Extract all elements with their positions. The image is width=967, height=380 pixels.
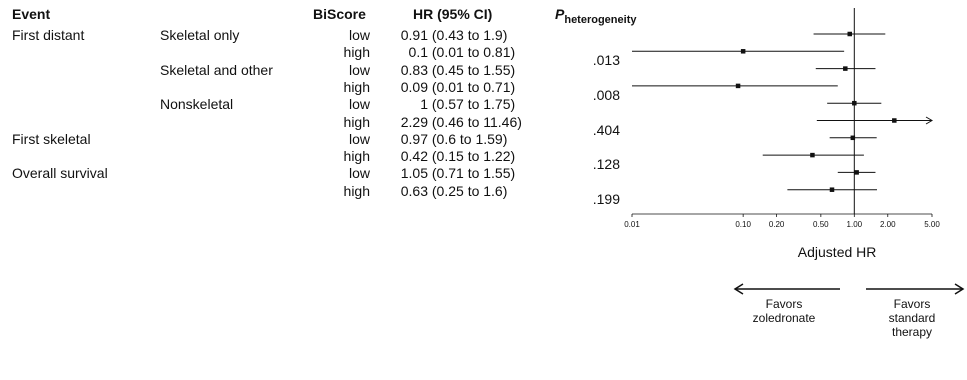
p-heterogeneity-value: .404 bbox=[592, 121, 620, 138]
hr-estimate: 0.09 bbox=[400, 78, 428, 95]
biscore-value: high bbox=[343, 182, 370, 199]
x-tick-label: 0.50 bbox=[813, 220, 829, 229]
hr-point bbox=[843, 66, 848, 71]
biscore-value: high bbox=[343, 113, 370, 130]
hr-ci-value: 0.1 (0.01 to 0.81) bbox=[388, 44, 516, 61]
header-p-label: P bbox=[555, 6, 565, 22]
hr-confidence-interval: (0.45 to 1.55) bbox=[431, 61, 516, 78]
favors-left-arrowhead bbox=[733, 283, 744, 295]
favors-left-label: Favors zoledronate bbox=[752, 297, 816, 325]
hr-confidence-interval: (0.6 to 1.59) bbox=[431, 130, 508, 147]
x-tick-label: 2.00 bbox=[880, 220, 896, 229]
subgroup-label: Nonskeletal bbox=[160, 96, 234, 113]
biscore-value: low bbox=[348, 165, 370, 182]
hr-point bbox=[892, 118, 897, 123]
x-tick-label: 0.10 bbox=[735, 220, 751, 229]
hr-estimate: 1.05 bbox=[400, 165, 428, 182]
hr-confidence-interval: (0.43 to 1.9) bbox=[431, 27, 508, 43]
hr-ci-value: 2.29 (0.46 to 11.46) bbox=[388, 114, 522, 130]
hr-point bbox=[852, 100, 857, 106]
hr-ci-value: 0.91 (0.43 to 1.9) bbox=[388, 27, 508, 43]
event-label: First skeletal bbox=[12, 130, 91, 147]
x-tick-label: 0.20 bbox=[769, 220, 785, 229]
hr-point bbox=[847, 31, 853, 37]
event-label: Overall survival bbox=[12, 165, 108, 182]
header-p-subscript: heterogeneity bbox=[564, 13, 637, 26]
biscore-value: low bbox=[348, 96, 370, 113]
hr-ci-value: 0.63 (0.25 to 1.6) bbox=[388, 182, 508, 199]
hr-estimate: 0.42 bbox=[400, 148, 428, 165]
hr-estimate: 0.1 bbox=[408, 44, 428, 61]
x-tick-label: 5.00 bbox=[924, 220, 940, 229]
hr-confidence-interval: (0.57 to 1.75) bbox=[431, 96, 516, 113]
favors-right-label: Favors standard therapy bbox=[888, 297, 936, 339]
hr-confidence-interval: (0.01 to 0.71) bbox=[431, 78, 516, 95]
hr-ci-value: 0.97 (0.6 to 1.59) bbox=[388, 130, 508, 147]
hr-confidence-interval: (0.15 to 1.22) bbox=[431, 148, 516, 165]
subgroup-label: Skeletal only bbox=[160, 27, 240, 43]
hr-ci-value: 0.42 (0.15 to 1.22) bbox=[388, 148, 515, 164]
p-heterogeneity-value: .013 bbox=[592, 52, 620, 69]
hr-point bbox=[810, 152, 815, 158]
hr-ci-value: 1 (0.57 to 1.75) bbox=[388, 96, 515, 112]
biscore-value: low bbox=[348, 61, 370, 78]
x-tick-label: 0.01 bbox=[624, 220, 640, 229]
header-event: Event bbox=[12, 6, 51, 22]
biscore-value: high bbox=[343, 44, 370, 61]
subgroup-label: Skeletal and other bbox=[160, 61, 273, 78]
biscore-value: high bbox=[343, 148, 370, 165]
x-tick-label: 1.00 bbox=[847, 220, 863, 229]
hr-estimate: 0.83 bbox=[400, 61, 428, 78]
hr-confidence-interval: (0.46 to 11.46) bbox=[431, 113, 522, 130]
header-p-heterogeneity: Pheterogeneity bbox=[555, 6, 636, 26]
biscore-value: low bbox=[348, 130, 370, 147]
hr-point bbox=[735, 83, 741, 89]
hr-estimate: 0.97 bbox=[400, 130, 428, 147]
x-axis-label: Adjusted HR bbox=[798, 244, 877, 260]
hr-point bbox=[740, 49, 746, 54]
hr-estimate: 1 bbox=[420, 96, 428, 113]
hr-estimate: 2.29 bbox=[400, 113, 428, 130]
hr-ci-value: 0.83 (0.45 to 1.55) bbox=[388, 62, 515, 78]
p-heterogeneity-value: .199 bbox=[592, 190, 620, 207]
hr-confidence-interval: (0.25 to 1.6) bbox=[431, 182, 508, 199]
hr-ci-value: 1.05 (0.71 to 1.55) bbox=[388, 165, 515, 181]
hr-point bbox=[854, 170, 859, 175]
header-hr: HR (95% CI) bbox=[413, 6, 493, 22]
hr-point bbox=[850, 135, 856, 141]
biscore-value: low bbox=[348, 27, 370, 43]
hr-ci-value: 0.09 (0.01 to 0.71) bbox=[388, 79, 515, 95]
hr-confidence-interval: (0.01 to 0.81) bbox=[431, 44, 516, 61]
hr-estimate: 0.63 bbox=[400, 182, 428, 199]
favors-right-arrowhead bbox=[954, 283, 965, 295]
header-biscore: BiScore bbox=[313, 6, 366, 22]
hr-confidence-interval: (0.71 to 1.55) bbox=[431, 165, 516, 182]
biscore-value: high bbox=[343, 78, 370, 95]
ci-overflow-arrow bbox=[925, 116, 933, 125]
hr-point bbox=[829, 187, 835, 192]
p-heterogeneity-value: .008 bbox=[592, 86, 620, 103]
hr-estimate: 0.91 bbox=[400, 27, 428, 43]
event-label: First distant bbox=[12, 27, 85, 43]
p-heterogeneity-value: .128 bbox=[592, 156, 620, 173]
